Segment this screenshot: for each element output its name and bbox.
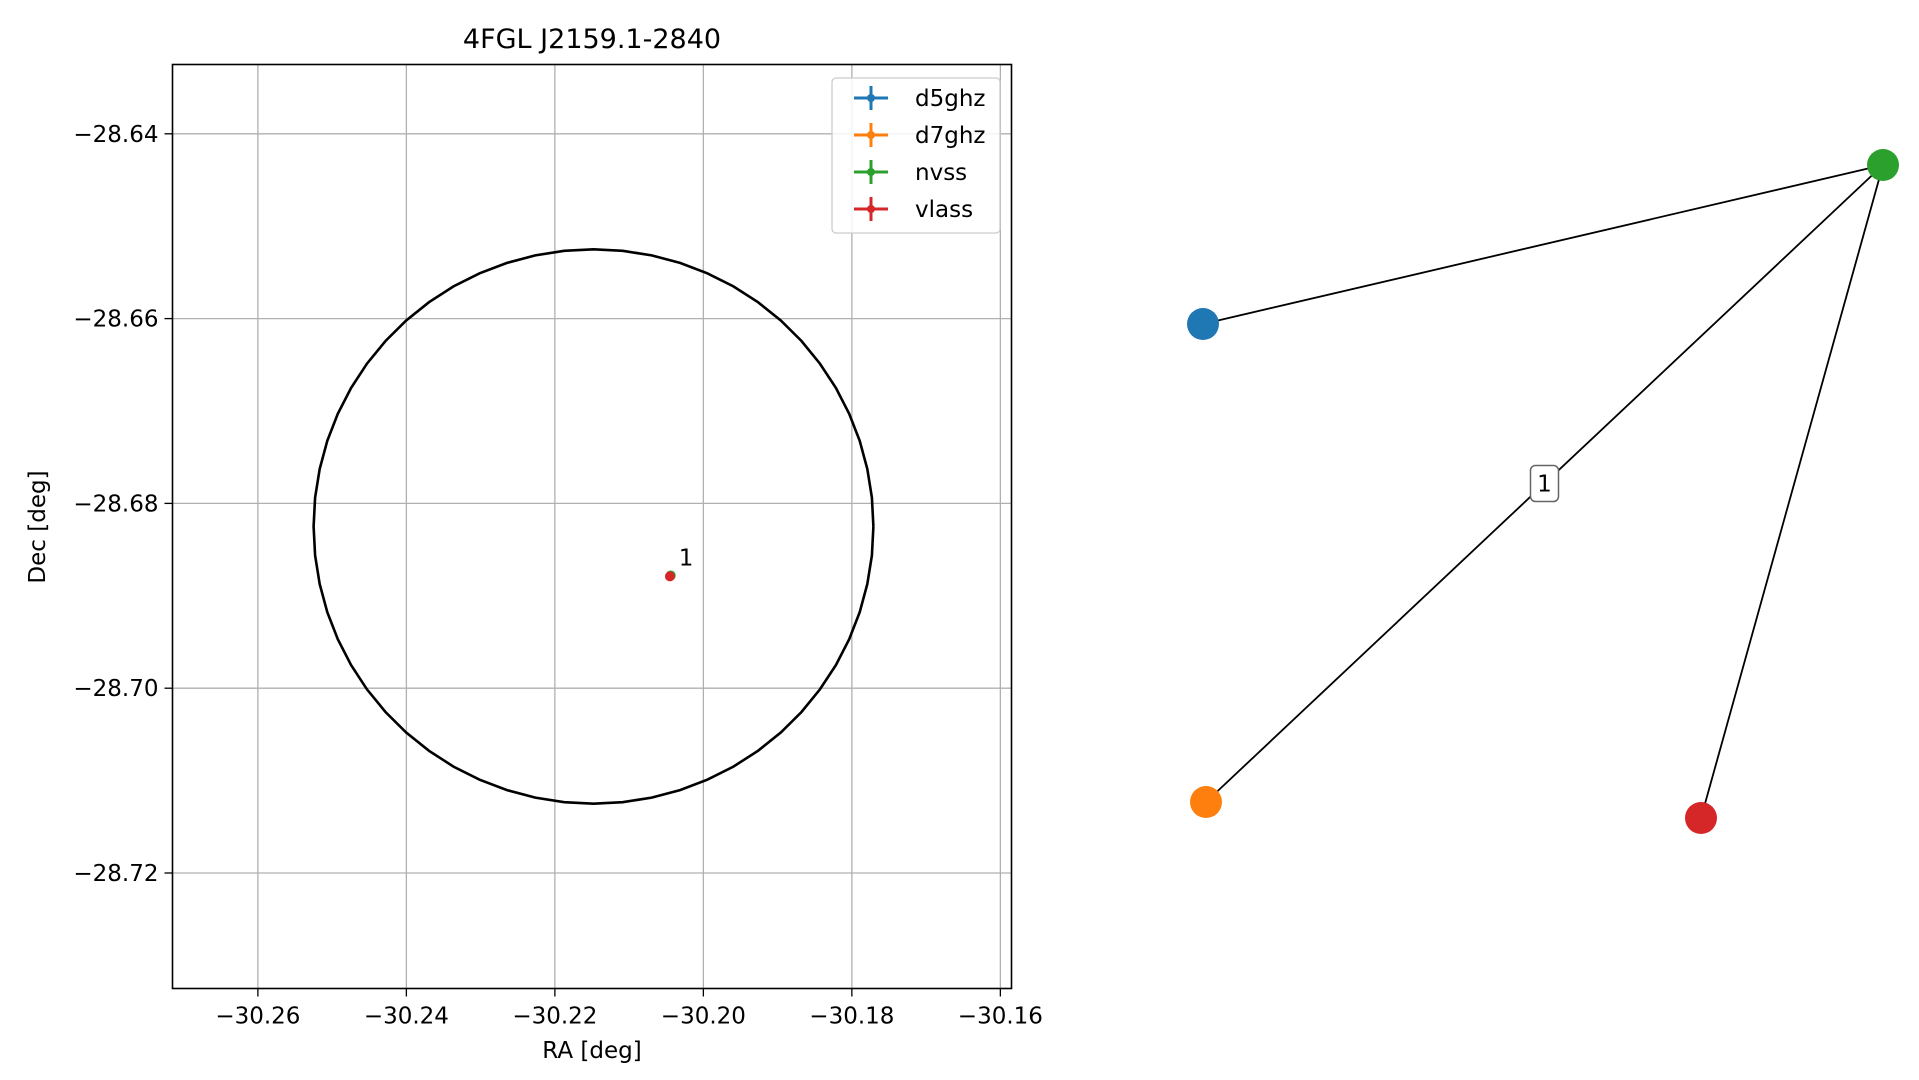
legend-dot-nvss	[867, 168, 875, 176]
legend-dot-d5ghz	[867, 94, 875, 102]
y-tick-label: −28.66	[73, 307, 158, 333]
point-annotation: 1	[679, 545, 694, 571]
legend-label-vlass: vlass	[915, 197, 973, 223]
annotation-layer: 1	[679, 545, 694, 571]
y-tick-label: −28.70	[73, 676, 158, 702]
network-node-nvss	[1867, 149, 1899, 181]
network-edge-labels-layer: 1	[1529, 464, 1560, 503]
legend-label-nvss: nvss	[915, 160, 967, 186]
x-tick-label: −30.18	[809, 1004, 894, 1030]
legend-dot-vlass	[867, 205, 875, 213]
legend-box	[831, 77, 1001, 234]
x-axis-label: RA [deg]	[542, 1038, 641, 1064]
network-edge-nvss-vlass	[1700, 164, 1884, 819]
scatter-panel: 4FGL J2159.1-2840 1 −30.26 −30.24 −30.22 −3…	[25, 24, 1043, 1064]
network-node-d5ghz	[1187, 308, 1219, 340]
y-axis-label: Dec [deg]	[25, 470, 51, 583]
x-tick-label: −30.16	[958, 1004, 1043, 1030]
legend-label-d5ghz: d5ghz	[915, 86, 985, 112]
data-points-layer	[664, 570, 676, 582]
edge-label: 1	[1537, 472, 1552, 498]
plot-title: 4FGL J2159.1-2840	[463, 24, 721, 55]
y-axis-ticks: −28.64 −28.66 −28.68 −28.70 −28.72	[73, 122, 173, 887]
legend: d5ghz d7ghz nvss vlass	[831, 77, 1001, 234]
plot-frame	[171, 63, 1013, 990]
error-ellipse-layer	[312, 247, 875, 806]
legend-label-d7ghz: d7ghz	[915, 123, 985, 149]
x-tick-label: −30.26	[215, 1004, 300, 1030]
network-node-vlass	[1685, 802, 1717, 834]
x-axis-ticks: −30.26 −30.24 −30.22 −30.20 −30.18 −30.16	[215, 988, 1043, 1030]
network-panel: 1	[1187, 149, 1899, 834]
legend-entries: d5ghz d7ghz nvss vlass	[854, 86, 985, 223]
error-ellipse	[312, 247, 875, 806]
legend-dot-d7ghz	[867, 131, 875, 139]
network-nodes-layer	[1187, 149, 1899, 834]
data-point-vlass	[664, 571, 675, 582]
y-tick-label: −28.68	[73, 491, 158, 517]
x-tick-label: −30.20	[661, 1004, 746, 1030]
x-tick-label: −30.24	[364, 1004, 449, 1030]
edge-label-box	[1529, 464, 1560, 503]
network-edge-nvss-d5ghz	[1202, 164, 1884, 325]
y-tick-label: −28.72	[73, 861, 158, 887]
network-node-d7ghz	[1190, 786, 1222, 818]
y-tick-label: −28.64	[73, 122, 158, 148]
x-tick-label: −30.22	[512, 1004, 597, 1030]
